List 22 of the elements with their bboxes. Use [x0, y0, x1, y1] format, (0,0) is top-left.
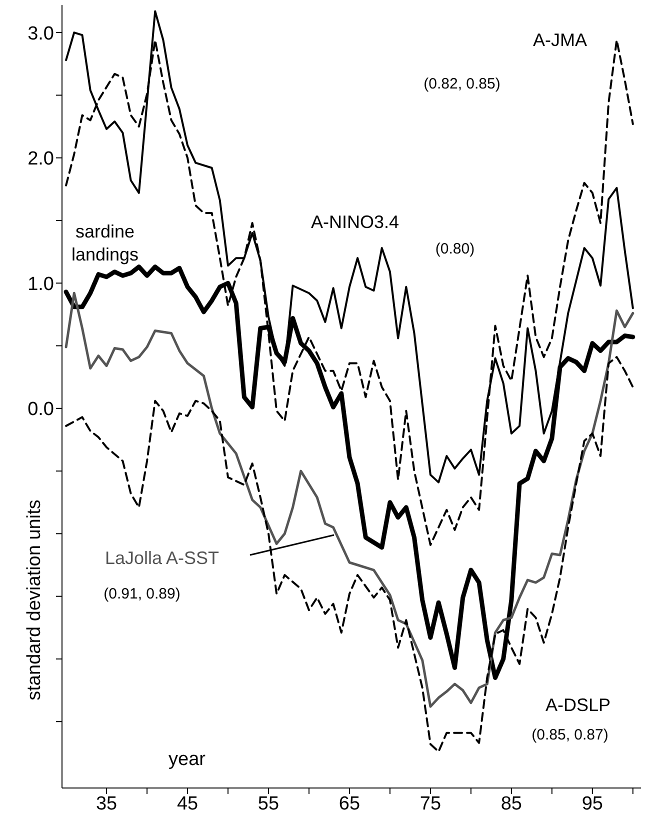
series-label: A-NINO3.4 — [310, 210, 400, 234]
x-tick-label: 45 — [176, 793, 198, 814]
text: A-DSLP — [545, 694, 611, 716]
x-tick-label: 95 — [582, 793, 603, 814]
y-tick-label: 1.0 — [28, 274, 54, 295]
y-tick-label: 2.0 — [28, 148, 54, 170]
y-tick-label: 0.0 — [28, 399, 54, 420]
series-label: A-JMA — [533, 28, 587, 52]
series-label: sardine landings — [70, 220, 140, 266]
x-tick-label: 55 — [258, 793, 280, 814]
annotation: (0.82, 0.85) — [424, 76, 500, 94]
annotation: (0.91, 0.89) — [104, 586, 180, 604]
x-tick-label: 75 — [420, 793, 442, 814]
y-tick-label: 3.0 — [28, 23, 54, 44]
x-tick-label: 35 — [96, 793, 118, 814]
annotation: (0.85, 0.87) — [532, 726, 608, 746]
x-tick-label: 85 — [500, 793, 522, 814]
annotation: (0.80) — [435, 240, 475, 260]
y-axis-title: standard deviation units — [23, 500, 46, 700]
text: LaJolla A-SST — [104, 546, 220, 570]
x-axis-title: year — [168, 748, 206, 772]
x-tick-label: 65 — [338, 793, 360, 814]
